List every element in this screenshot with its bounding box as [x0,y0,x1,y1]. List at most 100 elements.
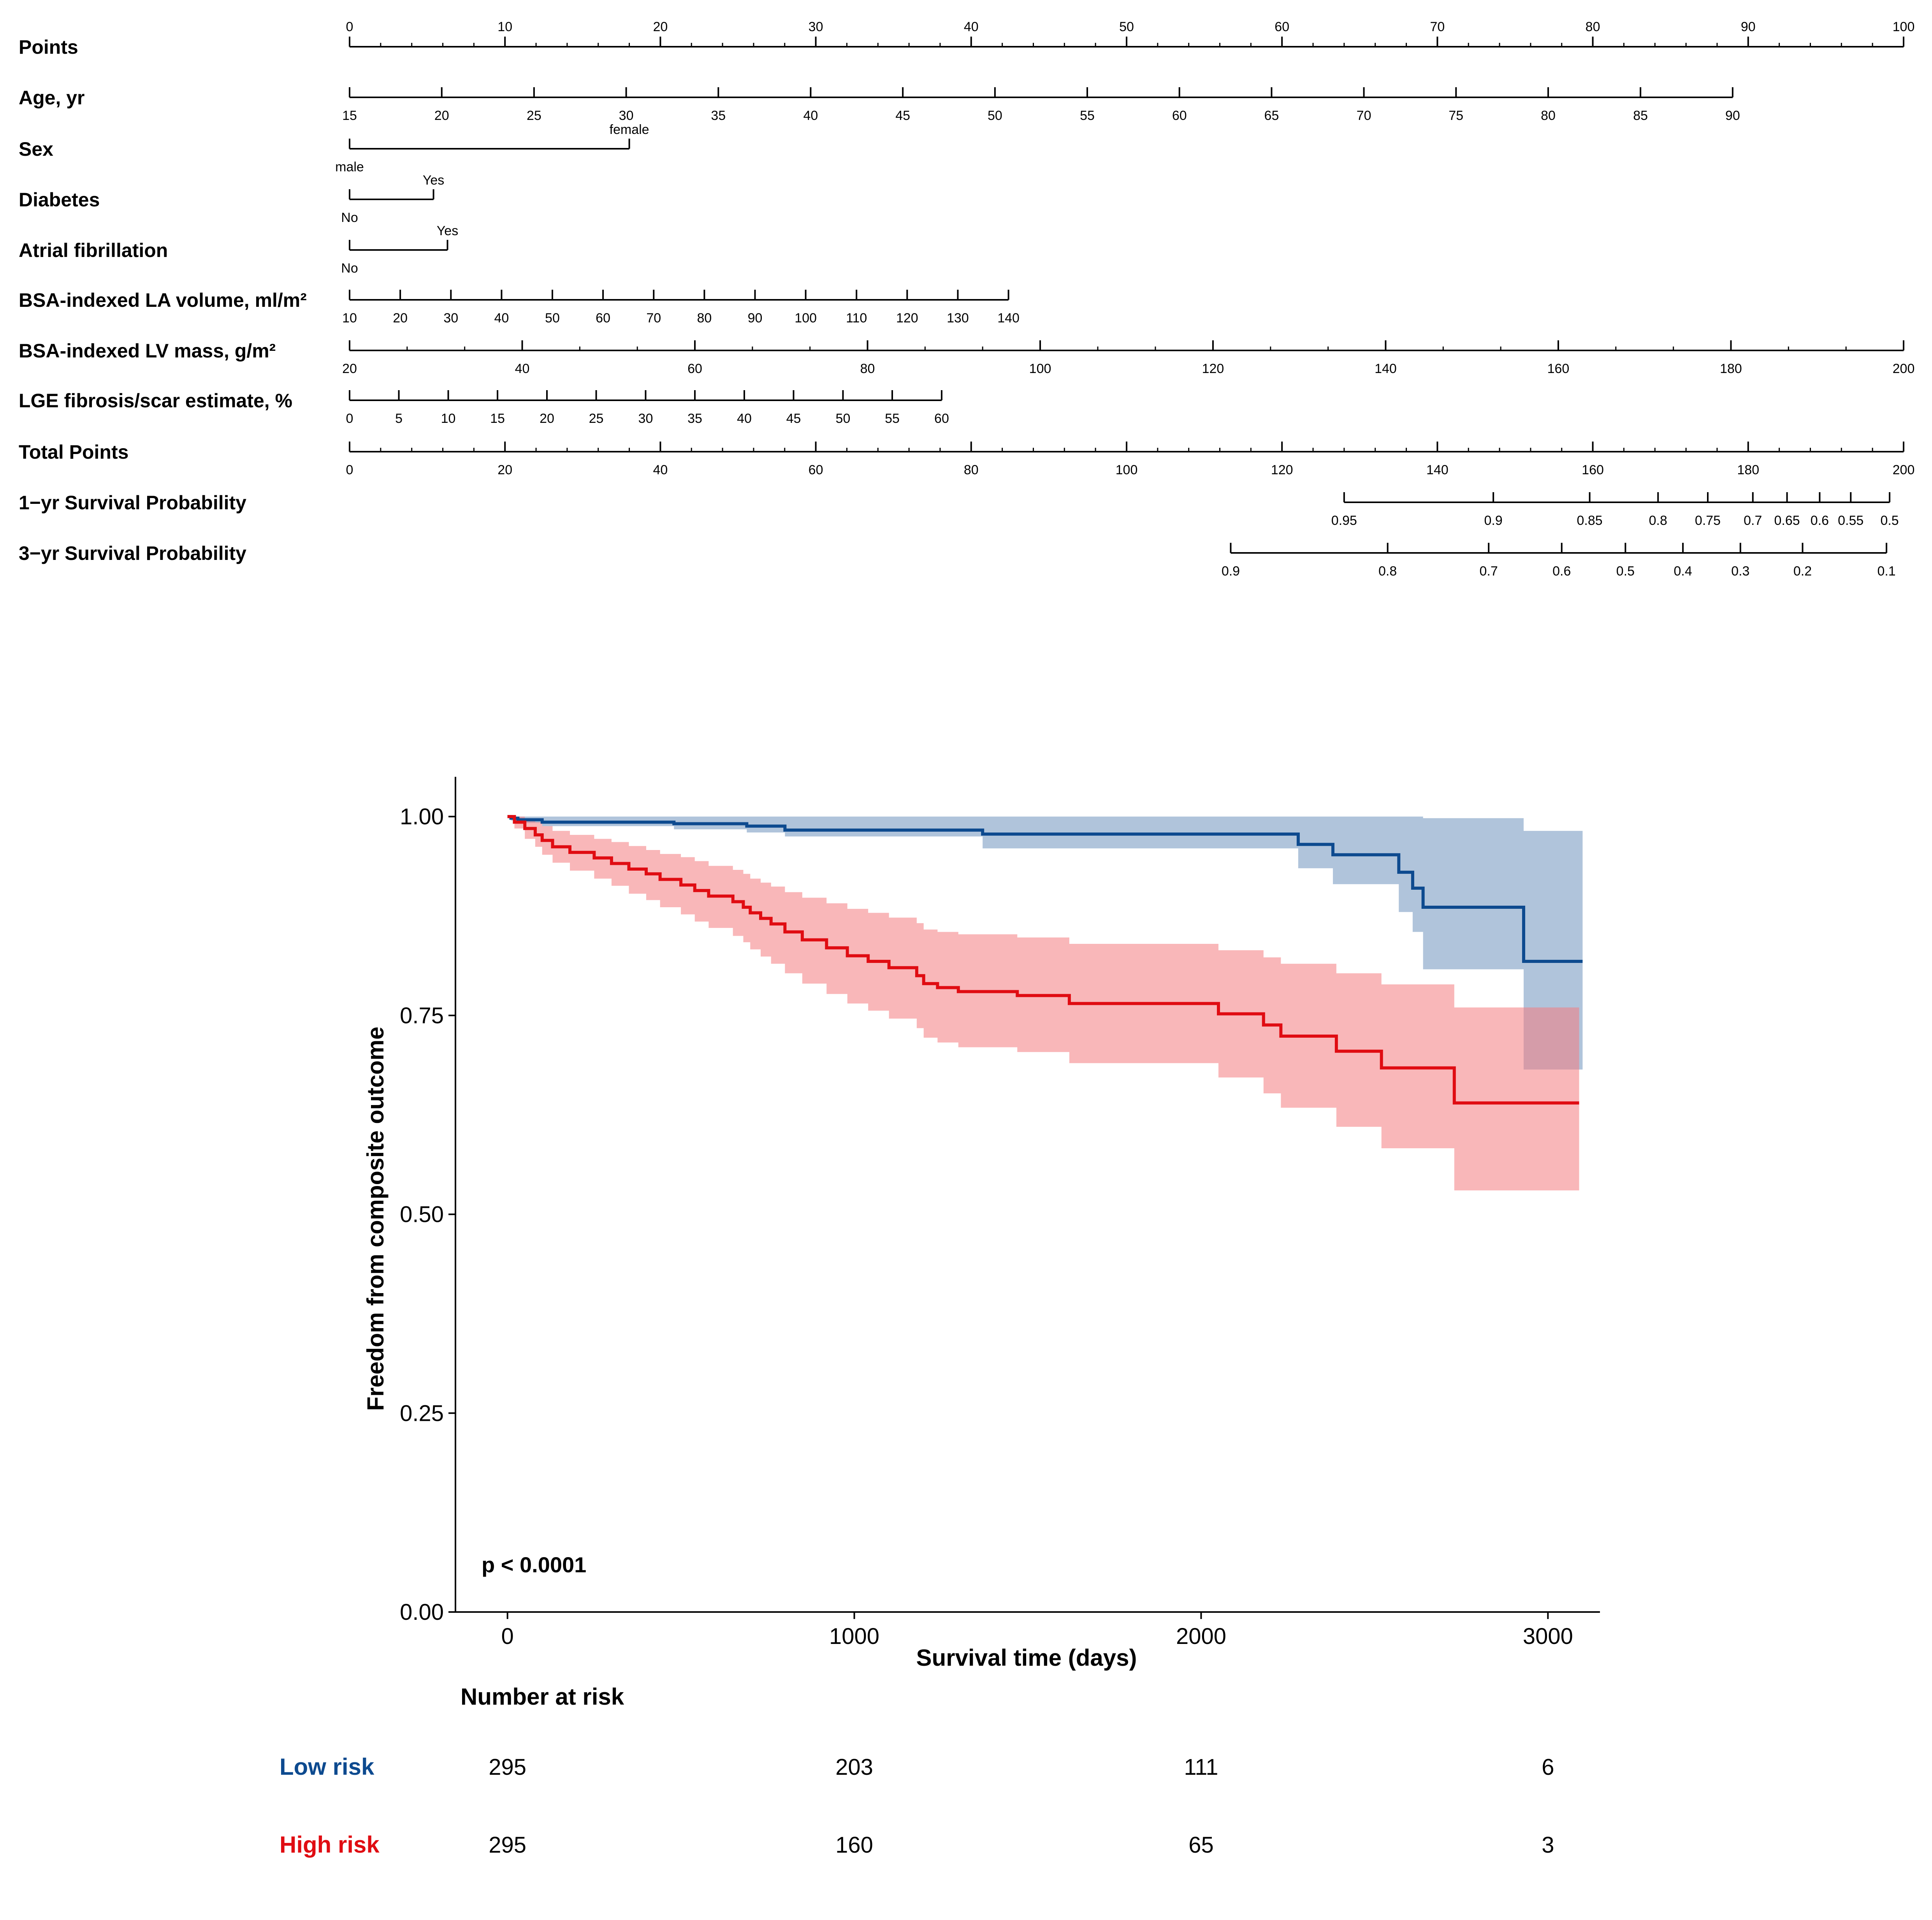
tick-label: 100 [1116,463,1138,477]
scale-label-diabetes: Diabetes [19,189,100,211]
tick-label: 110 [846,311,867,326]
tick-label: 160 [1582,463,1604,477]
tick-label: 15 [490,411,505,426]
scale-label-points: Points [19,36,78,58]
tick-label: 60 [934,411,949,426]
tick-label: 60 [1275,19,1289,34]
ci-band-high-risk [507,817,1579,1191]
tick-label: 50 [988,108,1002,123]
risk-row-label: High risk [280,1832,380,1858]
tick-label: 200 [1893,463,1915,477]
tick-label: male [335,160,364,174]
tick-label: 55 [885,411,900,426]
tick-label: 40 [964,19,979,34]
tick-label: 10 [498,19,512,34]
tick-label: 120 [1271,463,1293,477]
tick-label: 0.1 [1877,564,1895,579]
confidence-bands [507,817,1583,1191]
tick-label: 140 [1375,361,1397,376]
tick-label: 10 [342,311,357,326]
tick-label: 35 [711,108,726,123]
y-tick-label: 0.50 [400,1202,444,1227]
x-tick-label: 0 [501,1624,514,1649]
y-tick-label: 1.00 [400,804,444,829]
tick-label: 60 [1172,108,1187,123]
tick-label: 60 [809,463,823,477]
tick-label: Yes [423,173,444,188]
tick-label: 20 [342,361,357,376]
tick-label: 30 [443,311,458,326]
p-value-annotation: p < 0.0001 [482,1552,586,1577]
risk-row-label: Low risk [280,1754,374,1780]
tick-label: 0.7 [1744,513,1762,528]
risk-count: 3 [1542,1832,1554,1858]
tick-label: 0.9 [1222,564,1240,579]
tick-label: 100 [1893,19,1915,34]
tick-label: 50 [545,311,560,326]
y-tick-label: 0.75 [400,1003,444,1028]
survival-curves [507,815,1583,1105]
km-axes: 0.00 0.25 0.50 0.75 1.00 0 1000 2000 3000 [400,777,1600,1649]
survival-curve-high-risk [507,815,1579,1105]
tick-label: 100 [1029,361,1051,376]
tick-label: 40 [803,108,818,123]
tick-label: 90 [748,311,763,326]
tick-label: 20 [498,463,512,477]
tick-label: 0 [346,411,353,426]
tick-label: 55 [1080,108,1095,123]
y-tick-label: 0.25 [400,1401,444,1426]
tick-label: 35 [687,411,702,426]
scale-label-af: Atrial fibrillation [19,239,168,261]
risk-count: 160 [835,1832,873,1858]
risk-table-title: Number at risk [461,1684,624,1710]
tick-label: 0 [346,19,353,34]
tick-label: 10 [441,411,456,426]
tick-label: 0.4 [1674,564,1692,579]
tick-label: 70 [646,311,661,326]
tick-label: 0.75 [1695,513,1721,528]
y-axis-label: Freedom from composite outcome [362,1027,389,1411]
tick-label: 0.6 [1811,513,1829,528]
tick-label: 0.55 [1838,513,1863,528]
tick-label: 20 [393,311,408,326]
tick-label: 30 [638,411,653,426]
tick-label: 0.5 [1880,513,1899,528]
tick-label: 0.5 [1616,564,1635,579]
tick-label: 0.65 [1774,513,1800,528]
tick-label: 60 [596,311,610,326]
x-tick-label: 2000 [1176,1624,1226,1649]
km-plot: 0.00 0.25 0.50 0.75 1.00 0 1000 2000 3000 Surviv… [362,777,1600,1671]
tick-label: 180 [1737,463,1759,477]
tick-label: 45 [895,108,910,123]
tick-label: 30 [809,19,823,34]
x-tick-label: 3000 [1523,1624,1573,1649]
tick-label: 15 [342,108,357,123]
tick-label: 140 [997,311,1020,326]
x-tick-label: 1000 [829,1624,879,1649]
tick-label: 40 [737,411,752,426]
tick-label: 0.95 [1331,513,1357,528]
survival-curve-low-risk [507,815,1583,963]
tick-label: 75 [1449,108,1463,123]
scale-label-surv3: 3−yr Survival Probability [19,542,246,564]
tick-label: 80 [1586,19,1600,34]
tick-label: 20 [434,108,449,123]
tick-label: 80 [697,311,712,326]
tick-label: 70 [1430,19,1445,34]
tick-label: 0.3 [1731,564,1749,579]
scale-label-surv1: 1−yr Survival Probability [19,492,246,514]
tick-label: No [341,210,358,225]
tick-label: 0.6 [1552,564,1571,579]
scale-label-total: Total Points [19,441,128,463]
tick-label: 130 [947,311,969,326]
tick-label: 40 [515,361,530,376]
tick-label: 50 [1119,19,1134,34]
tick-label: 0.2 [1793,564,1812,579]
tick-label: 0.7 [1480,564,1498,579]
tick-label: 60 [687,361,702,376]
tick-label: 70 [1357,108,1371,123]
tick-label: 80 [964,463,979,477]
risk-count: 203 [835,1755,873,1780]
